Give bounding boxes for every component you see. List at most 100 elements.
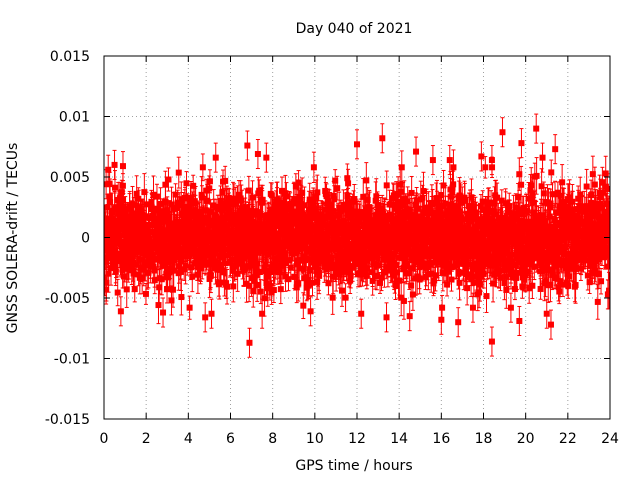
- data-point: [282, 190, 289, 197]
- data-point: [166, 269, 173, 276]
- data-point: [295, 179, 302, 186]
- data-point: [167, 231, 174, 238]
- data-point: [190, 182, 197, 189]
- data-point: [108, 208, 115, 215]
- data-point: [285, 276, 292, 283]
- data-point: [146, 256, 153, 263]
- data-point: [250, 287, 257, 294]
- data-point: [149, 239, 156, 246]
- data-point: [107, 199, 114, 206]
- data-point: [267, 218, 274, 225]
- data-point: [221, 240, 228, 247]
- data-point: [235, 237, 242, 244]
- data-point: [308, 244, 315, 251]
- data-point: [313, 194, 320, 201]
- data-point: [119, 266, 126, 273]
- data-point: [232, 200, 239, 207]
- data-point: [261, 295, 268, 302]
- data-point: [120, 273, 127, 280]
- data-point: [250, 211, 257, 218]
- data-point: [244, 218, 251, 225]
- data-point: [245, 187, 252, 194]
- data-point: [213, 220, 220, 227]
- data-point: [280, 228, 287, 235]
- data-point: [157, 216, 164, 223]
- data-point: [219, 189, 226, 196]
- data-point: [202, 207, 209, 214]
- data-point: [194, 271, 201, 278]
- data-point: [306, 196, 313, 203]
- data-point: [267, 268, 274, 275]
- data-point: [182, 229, 189, 236]
- data-point: [300, 302, 307, 309]
- data-point: [309, 215, 316, 222]
- data-point: [219, 207, 226, 214]
- data-point: [171, 257, 178, 264]
- data-point: [314, 278, 321, 285]
- data-point: [111, 228, 118, 235]
- data-point: [157, 256, 164, 263]
- data-point: [170, 205, 177, 212]
- data-point: [270, 287, 277, 294]
- data-point: [175, 169, 182, 176]
- data-point: [237, 250, 244, 257]
- data-point: [292, 183, 299, 190]
- data-point: [283, 240, 290, 247]
- data-point: [162, 181, 169, 188]
- data-point: [178, 294, 185, 301]
- data-point: [104, 279, 110, 286]
- data-point: [157, 227, 164, 234]
- data-point: [187, 194, 194, 201]
- data-point: [197, 264, 204, 271]
- data-point: [165, 176, 172, 183]
- data-point: [234, 196, 241, 203]
- data-point: [300, 211, 307, 218]
- data-point: [198, 242, 205, 249]
- data-point: [129, 201, 136, 208]
- data-point: [299, 189, 306, 196]
- data-point: [206, 178, 213, 185]
- data-point: [156, 284, 163, 291]
- data-point: [105, 270, 112, 277]
- data-point: [227, 227, 234, 234]
- data-point: [111, 184, 118, 191]
- data-point: [297, 197, 304, 204]
- data-point: [133, 249, 140, 256]
- data-point: [257, 288, 264, 295]
- data-point: [270, 268, 277, 275]
- data-point: [280, 212, 287, 219]
- data-point: [168, 201, 175, 208]
- data-point: [124, 213, 131, 220]
- data-point: [274, 197, 281, 204]
- data-point: [139, 274, 146, 281]
- data-point: [182, 194, 189, 201]
- data-point: [251, 277, 258, 284]
- data-point: [177, 268, 184, 275]
- data-point: [217, 265, 224, 272]
- data-point: [282, 260, 289, 267]
- data-point: [276, 268, 283, 275]
- data-point: [188, 264, 195, 271]
- data-point: [307, 267, 314, 274]
- data-point: [249, 194, 256, 201]
- data-point: [164, 286, 171, 293]
- data-point: [196, 256, 203, 263]
- data-point: [314, 189, 321, 196]
- data-point: [124, 240, 131, 247]
- data-point: [285, 257, 292, 264]
- data-point: [277, 286, 284, 293]
- data-point: [203, 187, 210, 194]
- data-point: [173, 224, 180, 231]
- data-point: [149, 206, 156, 213]
- data-point: [235, 260, 242, 267]
- data-point: [295, 280, 302, 287]
- data-point: [130, 270, 137, 277]
- data-point: [230, 283, 237, 290]
- data-point: [159, 208, 166, 215]
- data-point: [219, 243, 226, 250]
- data-point: [153, 193, 160, 200]
- data-point: [161, 218, 168, 225]
- data-point: [226, 207, 233, 214]
- data-point: [263, 273, 270, 280]
- data-point: [260, 248, 267, 255]
